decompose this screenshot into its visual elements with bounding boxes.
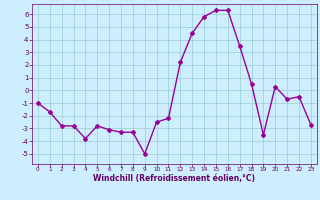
X-axis label: Windchill (Refroidissement éolien,°C): Windchill (Refroidissement éolien,°C) bbox=[93, 174, 255, 183]
